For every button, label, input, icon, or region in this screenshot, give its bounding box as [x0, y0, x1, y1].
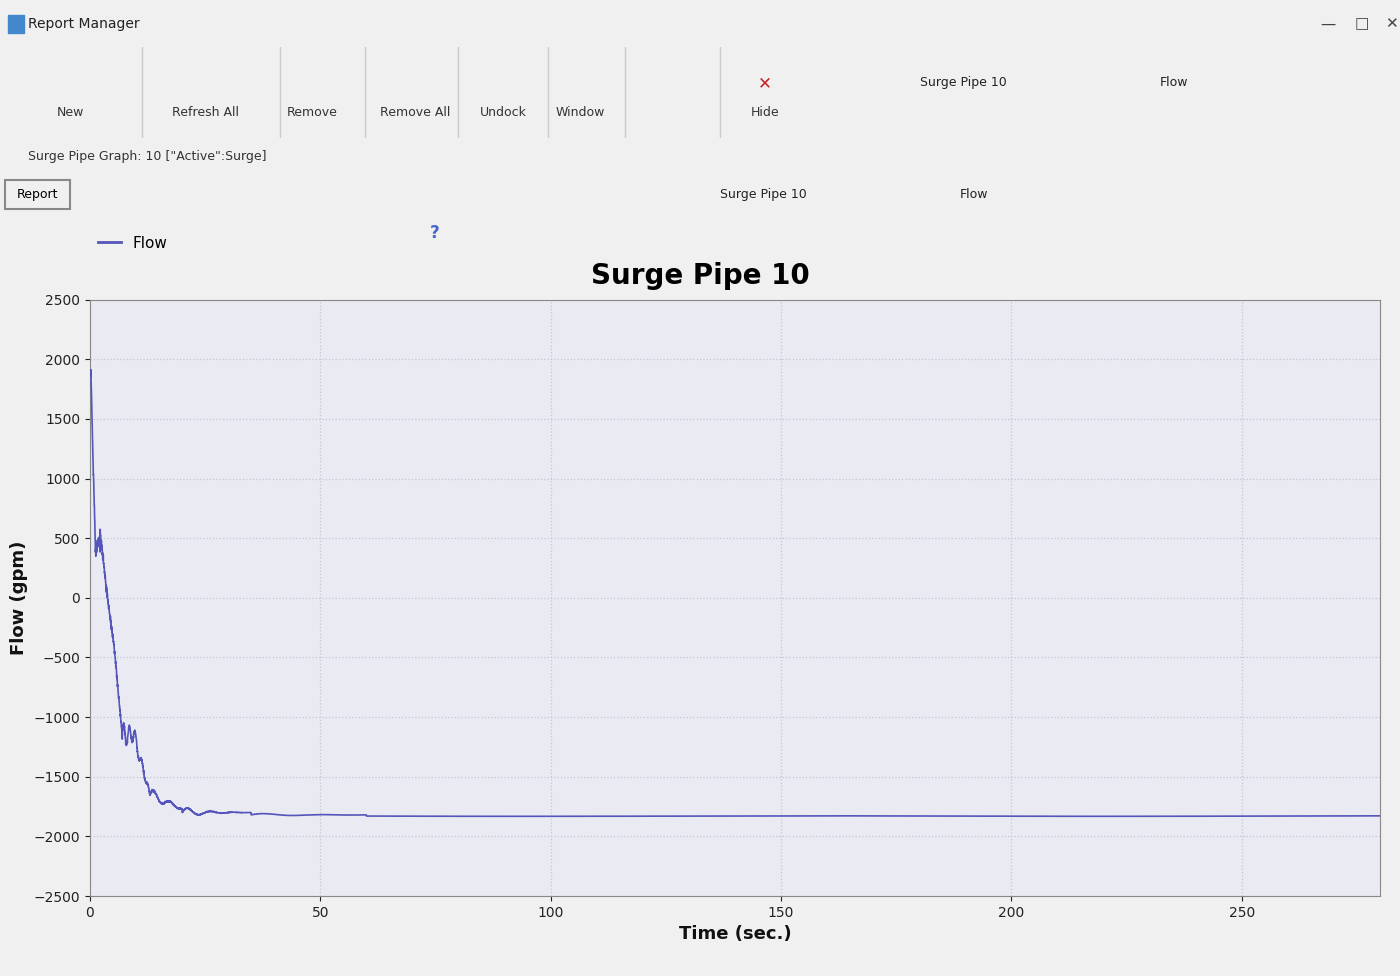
- Text: Remove: Remove: [287, 106, 337, 119]
- Text: Flow: Flow: [1161, 76, 1189, 89]
- Text: ✕: ✕: [757, 74, 771, 92]
- Text: ✕: ✕: [1385, 17, 1397, 31]
- Legend: Flow: Flow: [98, 236, 168, 251]
- Text: Undock: Undock: [480, 106, 526, 119]
- Text: New: New: [56, 106, 84, 119]
- Text: □: □: [1355, 17, 1369, 31]
- Text: Report Manager: Report Manager: [28, 17, 140, 31]
- Text: Flow: Flow: [960, 188, 988, 201]
- Text: Remove All: Remove All: [379, 106, 451, 119]
- X-axis label: Time (sec.): Time (sec.): [679, 925, 791, 943]
- Text: ?: ?: [430, 224, 440, 242]
- Text: —: —: [1320, 17, 1336, 31]
- Text: Surge Pipe 10: Surge Pipe 10: [591, 262, 809, 290]
- Text: Window: Window: [556, 106, 605, 119]
- Text: Report: Report: [17, 188, 57, 201]
- Y-axis label: Flow (gpm): Flow (gpm): [10, 541, 28, 655]
- Bar: [8, 15, 24, 33]
- Text: Hide: Hide: [750, 106, 780, 119]
- Text: Surge Pipe 10: Surge Pipe 10: [720, 188, 806, 201]
- Bar: [6, 180, 70, 209]
- Text: Refresh All: Refresh All: [171, 106, 238, 119]
- Text: Surge Pipe 10: Surge Pipe 10: [920, 76, 1007, 89]
- Text: Surge Pipe Graph: 10 ["Active":Surge]: Surge Pipe Graph: 10 ["Active":Surge]: [28, 150, 266, 163]
